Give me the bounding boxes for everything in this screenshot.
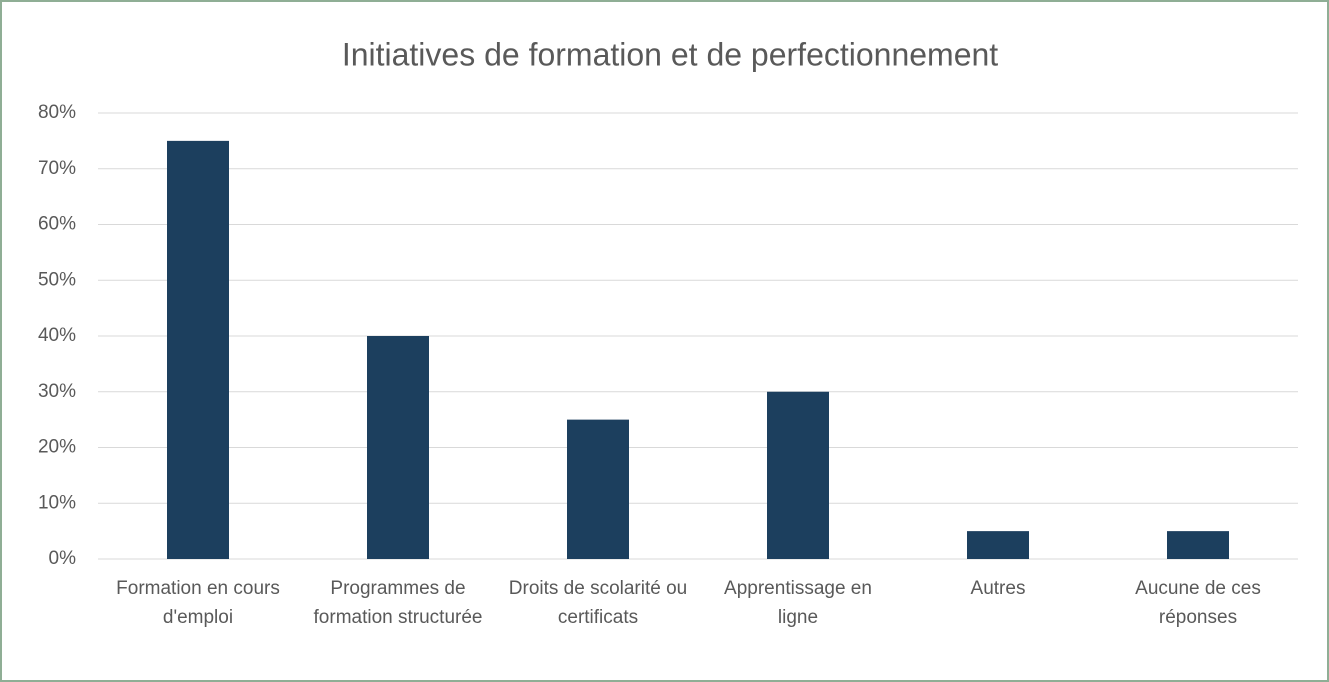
- y-tick-label: 10%: [38, 492, 76, 513]
- bar: [567, 419, 629, 559]
- y-tick-label: 30%: [38, 381, 76, 402]
- x-tick-label: Autres: [970, 578, 1026, 599]
- x-tick-label: Programmes de formation structurée: [313, 578, 483, 628]
- x-tick-label: Apprentissage en ligne: [724, 578, 872, 628]
- x-tick-label: Formation en cours d'emploi: [116, 578, 280, 628]
- bar: [367, 336, 429, 559]
- bar: [767, 391, 829, 559]
- x-tick-label: Aucune de ces réponses: [1135, 578, 1261, 628]
- y-tick-label: 70%: [38, 158, 76, 179]
- y-tick-label: 60%: [38, 214, 76, 235]
- bar: [1167, 531, 1229, 559]
- chart-title: Initiatives de formation et de perfectio…: [342, 36, 998, 72]
- y-tick-label: 80%: [38, 102, 76, 123]
- y-tick-label: 40%: [38, 325, 76, 346]
- y-tick-label: 0%: [49, 548, 77, 569]
- bar: [167, 140, 229, 559]
- bar: [967, 531, 1029, 559]
- x-tick-label: Droits de scolarité ou certificats: [508, 578, 688, 628]
- y-tick-label: 50%: [38, 269, 76, 290]
- y-tick-label: 20%: [38, 437, 76, 458]
